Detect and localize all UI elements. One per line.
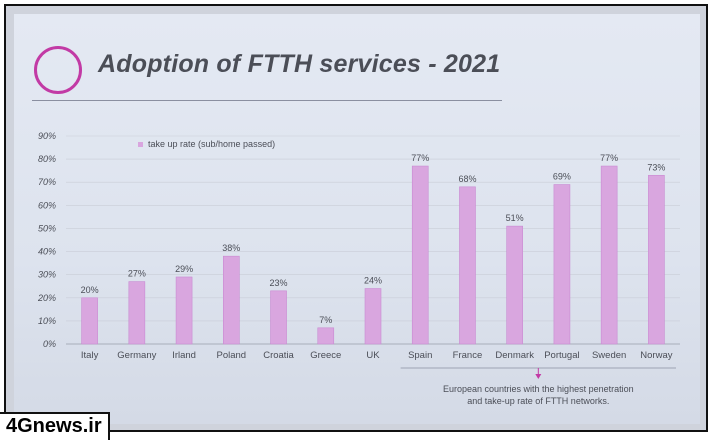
x-tick-label: Portugal bbox=[544, 350, 579, 361]
bar bbox=[459, 186, 476, 345]
bar bbox=[600, 165, 618, 345]
x-tick-label: Irland bbox=[172, 350, 196, 361]
y-tick-label: 0% bbox=[43, 339, 56, 349]
x-tick-label: Spain bbox=[408, 350, 432, 361]
x-tick-label: Norway bbox=[640, 350, 672, 361]
data-label: 69% bbox=[553, 172, 571, 182]
x-tick-label: Greece bbox=[310, 350, 341, 361]
logo-circle-icon bbox=[34, 46, 82, 94]
bar bbox=[175, 276, 193, 345]
legend-label: take up rate (sub/home passed) bbox=[148, 139, 275, 149]
title-divider bbox=[32, 100, 502, 101]
y-tick-label: 30% bbox=[38, 270, 56, 280]
y-tick-label: 70% bbox=[38, 177, 56, 187]
x-tick-label: Germany bbox=[117, 350, 156, 361]
bar bbox=[223, 255, 240, 345]
y-tick-label: 20% bbox=[37, 293, 56, 303]
data-label: 38% bbox=[222, 243, 240, 253]
x-tick-label: Denmark bbox=[495, 350, 534, 361]
legend-swatch bbox=[138, 142, 143, 147]
x-tick-label: Croatia bbox=[263, 350, 294, 361]
bar bbox=[411, 165, 429, 345]
x-tick-label: France bbox=[453, 350, 483, 361]
y-tick-label: 90% bbox=[38, 131, 56, 141]
data-label: 77% bbox=[600, 153, 618, 163]
y-tick-label: 60% bbox=[38, 200, 56, 210]
data-label: 20% bbox=[81, 285, 99, 295]
bar bbox=[81, 297, 98, 345]
y-tick-label: 50% bbox=[38, 223, 56, 233]
data-label: 27% bbox=[128, 269, 146, 279]
bar bbox=[364, 288, 382, 345]
data-label: 51% bbox=[506, 213, 524, 223]
data-label: 29% bbox=[175, 264, 193, 274]
x-tick-label: Poland bbox=[217, 350, 247, 361]
y-tick-label: 10% bbox=[38, 316, 56, 326]
y-tick-label: 40% bbox=[38, 247, 56, 257]
bar bbox=[317, 327, 335, 345]
slide-title: Adoption of FTTH services - 2021 bbox=[98, 50, 501, 78]
data-label: 7% bbox=[319, 315, 332, 325]
annotation-line-2: and take-up rate of FTTH networks. bbox=[467, 396, 609, 406]
x-tick-label: Sweden bbox=[592, 350, 626, 361]
bar bbox=[128, 281, 146, 345]
data-label: 68% bbox=[458, 174, 476, 184]
watermark: 4Gnews.ir bbox=[0, 412, 110, 440]
bar bbox=[553, 184, 571, 345]
arrow-down-icon bbox=[535, 374, 542, 379]
data-label: 23% bbox=[270, 278, 288, 288]
x-tick-label: UK bbox=[366, 350, 380, 361]
screenshot-frame: Adoption of FTTH services - 2021 0% 10% 20… bbox=[4, 4, 708, 432]
bar bbox=[270, 290, 287, 345]
data-label: 73% bbox=[647, 162, 665, 172]
bar bbox=[648, 174, 665, 345]
x-tick-label: Italy bbox=[81, 350, 99, 361]
data-label: 24% bbox=[364, 276, 382, 286]
y-tick-label: 80% bbox=[38, 154, 56, 164]
slide: Adoption of FTTH services - 2021 0% 10% 20… bbox=[14, 14, 700, 424]
annotation-line-1: European countries with the highest pene… bbox=[443, 384, 634, 394]
data-label: 77% bbox=[411, 153, 429, 163]
bar bbox=[506, 225, 523, 345]
bar-chart: 0% 10% 20% 30% 40% 50% 60% 70% 80% 90% 20% Italy 27%… bbox=[37, 131, 680, 406]
